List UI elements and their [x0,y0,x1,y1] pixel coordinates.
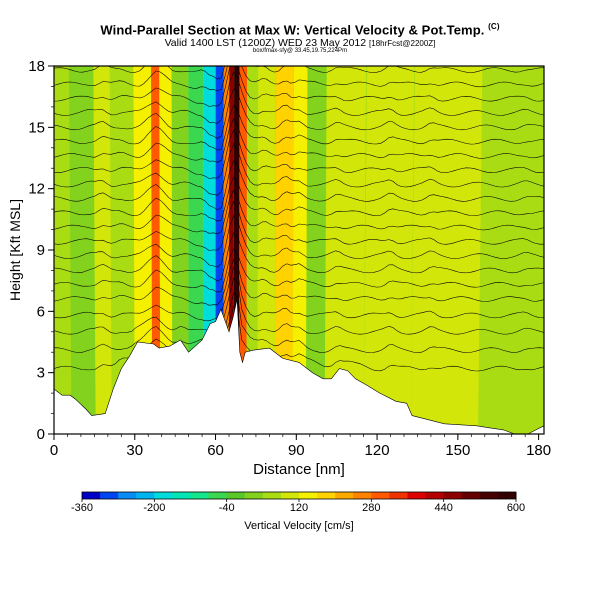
isentrope-line [54,66,544,80]
isentrope-line [54,248,544,293]
colorbar-swatch [497,492,517,499]
isentrope-line [54,292,544,353]
x-tick-label: 90 [288,442,305,459]
colorbar-label: Vertical Velocity [cm/s] [244,520,353,532]
y-tick-label: 18 [28,58,45,75]
w-band [410,66,483,434]
w-band [292,66,308,434]
colorbar-swatch [479,492,499,499]
colorbar-tick-label: -40 [219,502,235,514]
y-tick-label: 12 [28,181,45,198]
colorbar-tick-label: 600 [507,502,525,514]
colorbar-swatch [136,492,155,499]
isentrope-line [54,71,544,124]
y-tick-label: 15 [28,119,45,136]
w-band [246,66,258,434]
isentrope-line [54,66,544,92]
colorbar-swatch [190,492,210,499]
isentrope-line [54,87,544,139]
y-tick-label: 6 [37,303,45,320]
valid-suffix: [18hrFcst@2200Z] [369,39,436,48]
isentrope-line [54,258,544,306]
colorbar-tick-label: -360 [71,502,93,514]
isentrope-line [54,176,544,222]
chart-title: Wind-Parallel Section at Max W: Vertical… [100,22,500,38]
x-axis-label: Distance [nm] [253,461,345,478]
x-tick-label: 120 [365,442,390,459]
axes: 0 30 60 90 120 150 180 0 3 6 9 12 15 18 [28,58,551,459]
y-tick-label: 3 [37,365,45,382]
w-band [478,66,541,434]
terrain [53,299,545,435]
colorbar-swatch [335,492,354,499]
y-axis-label: Height [Kft MSL] [7,199,23,301]
colorbar-swatch [443,492,463,499]
x-tick-label: 30 [126,442,143,459]
w-band [159,66,173,434]
colorbar-swatch [172,492,191,499]
isentrope-line [54,66,544,107]
colorbar-swatch [280,492,300,499]
w-band [239,66,248,434]
w-band [274,66,294,434]
isentrope-line [54,214,544,268]
x-tick-label: 60 [207,442,224,459]
title-mark: (C) [488,22,500,31]
colorbar-swatch [226,492,246,499]
x-tick-label: 150 [445,442,470,459]
x-tick-label: 0 [50,442,58,459]
isentrope-line [54,159,544,211]
colorbar-swatch [389,492,408,499]
colorbar-swatch [82,492,101,499]
w-band [257,66,276,434]
colorbar-swatch [407,492,427,499]
credit-line: box/fmax-sfy@ 33.45,19.75,224Pm [252,48,348,54]
w-band [324,66,367,434]
colorbar-swatch [244,492,264,499]
colorbar-tick-label: 440 [434,502,452,514]
x-tick-label: 180 [526,442,551,459]
colorbar-swatch [118,492,137,499]
y-tick-label: 9 [37,242,45,259]
colorbar: -360 -200 -40 120 280 440 600 [71,491,525,514]
colorbar-swatch [154,492,173,499]
w-band [68,66,96,434]
colorbar-tick-label: 280 [362,502,380,514]
colorbar-swatch [425,492,445,499]
colorbar-swatch [353,492,372,499]
colorbar-swatch [317,492,336,499]
valid-time-line: Valid 1400 LST (1200Z) WED 23 May 2012 [… [164,37,436,49]
y-tick-label: 0 [37,426,45,443]
colorbar-swatch [262,492,282,499]
colorbar-tick-label: 120 [290,502,308,514]
isentrope-line [54,118,544,163]
isentrope-line [54,129,544,179]
isentrope-line [54,266,544,322]
w-band [93,66,112,434]
colorbar-swatch [461,492,481,499]
w-band [305,66,327,434]
isentrope-line [54,277,544,335]
isentrope-line [54,104,544,151]
w-band [363,66,415,434]
colorbar-swatch [100,492,119,499]
w-band [151,66,161,434]
colorbar-swatch [208,492,228,499]
colorbar-tick-label: -200 [143,502,165,514]
isentrope-line [54,143,544,196]
w-band [110,66,135,434]
isentrope-line [54,200,544,251]
isentrope-line [54,231,544,282]
isentrope-line [54,189,544,235]
colorbar-swatch [299,492,318,499]
colorbar-swatch [371,492,390,499]
